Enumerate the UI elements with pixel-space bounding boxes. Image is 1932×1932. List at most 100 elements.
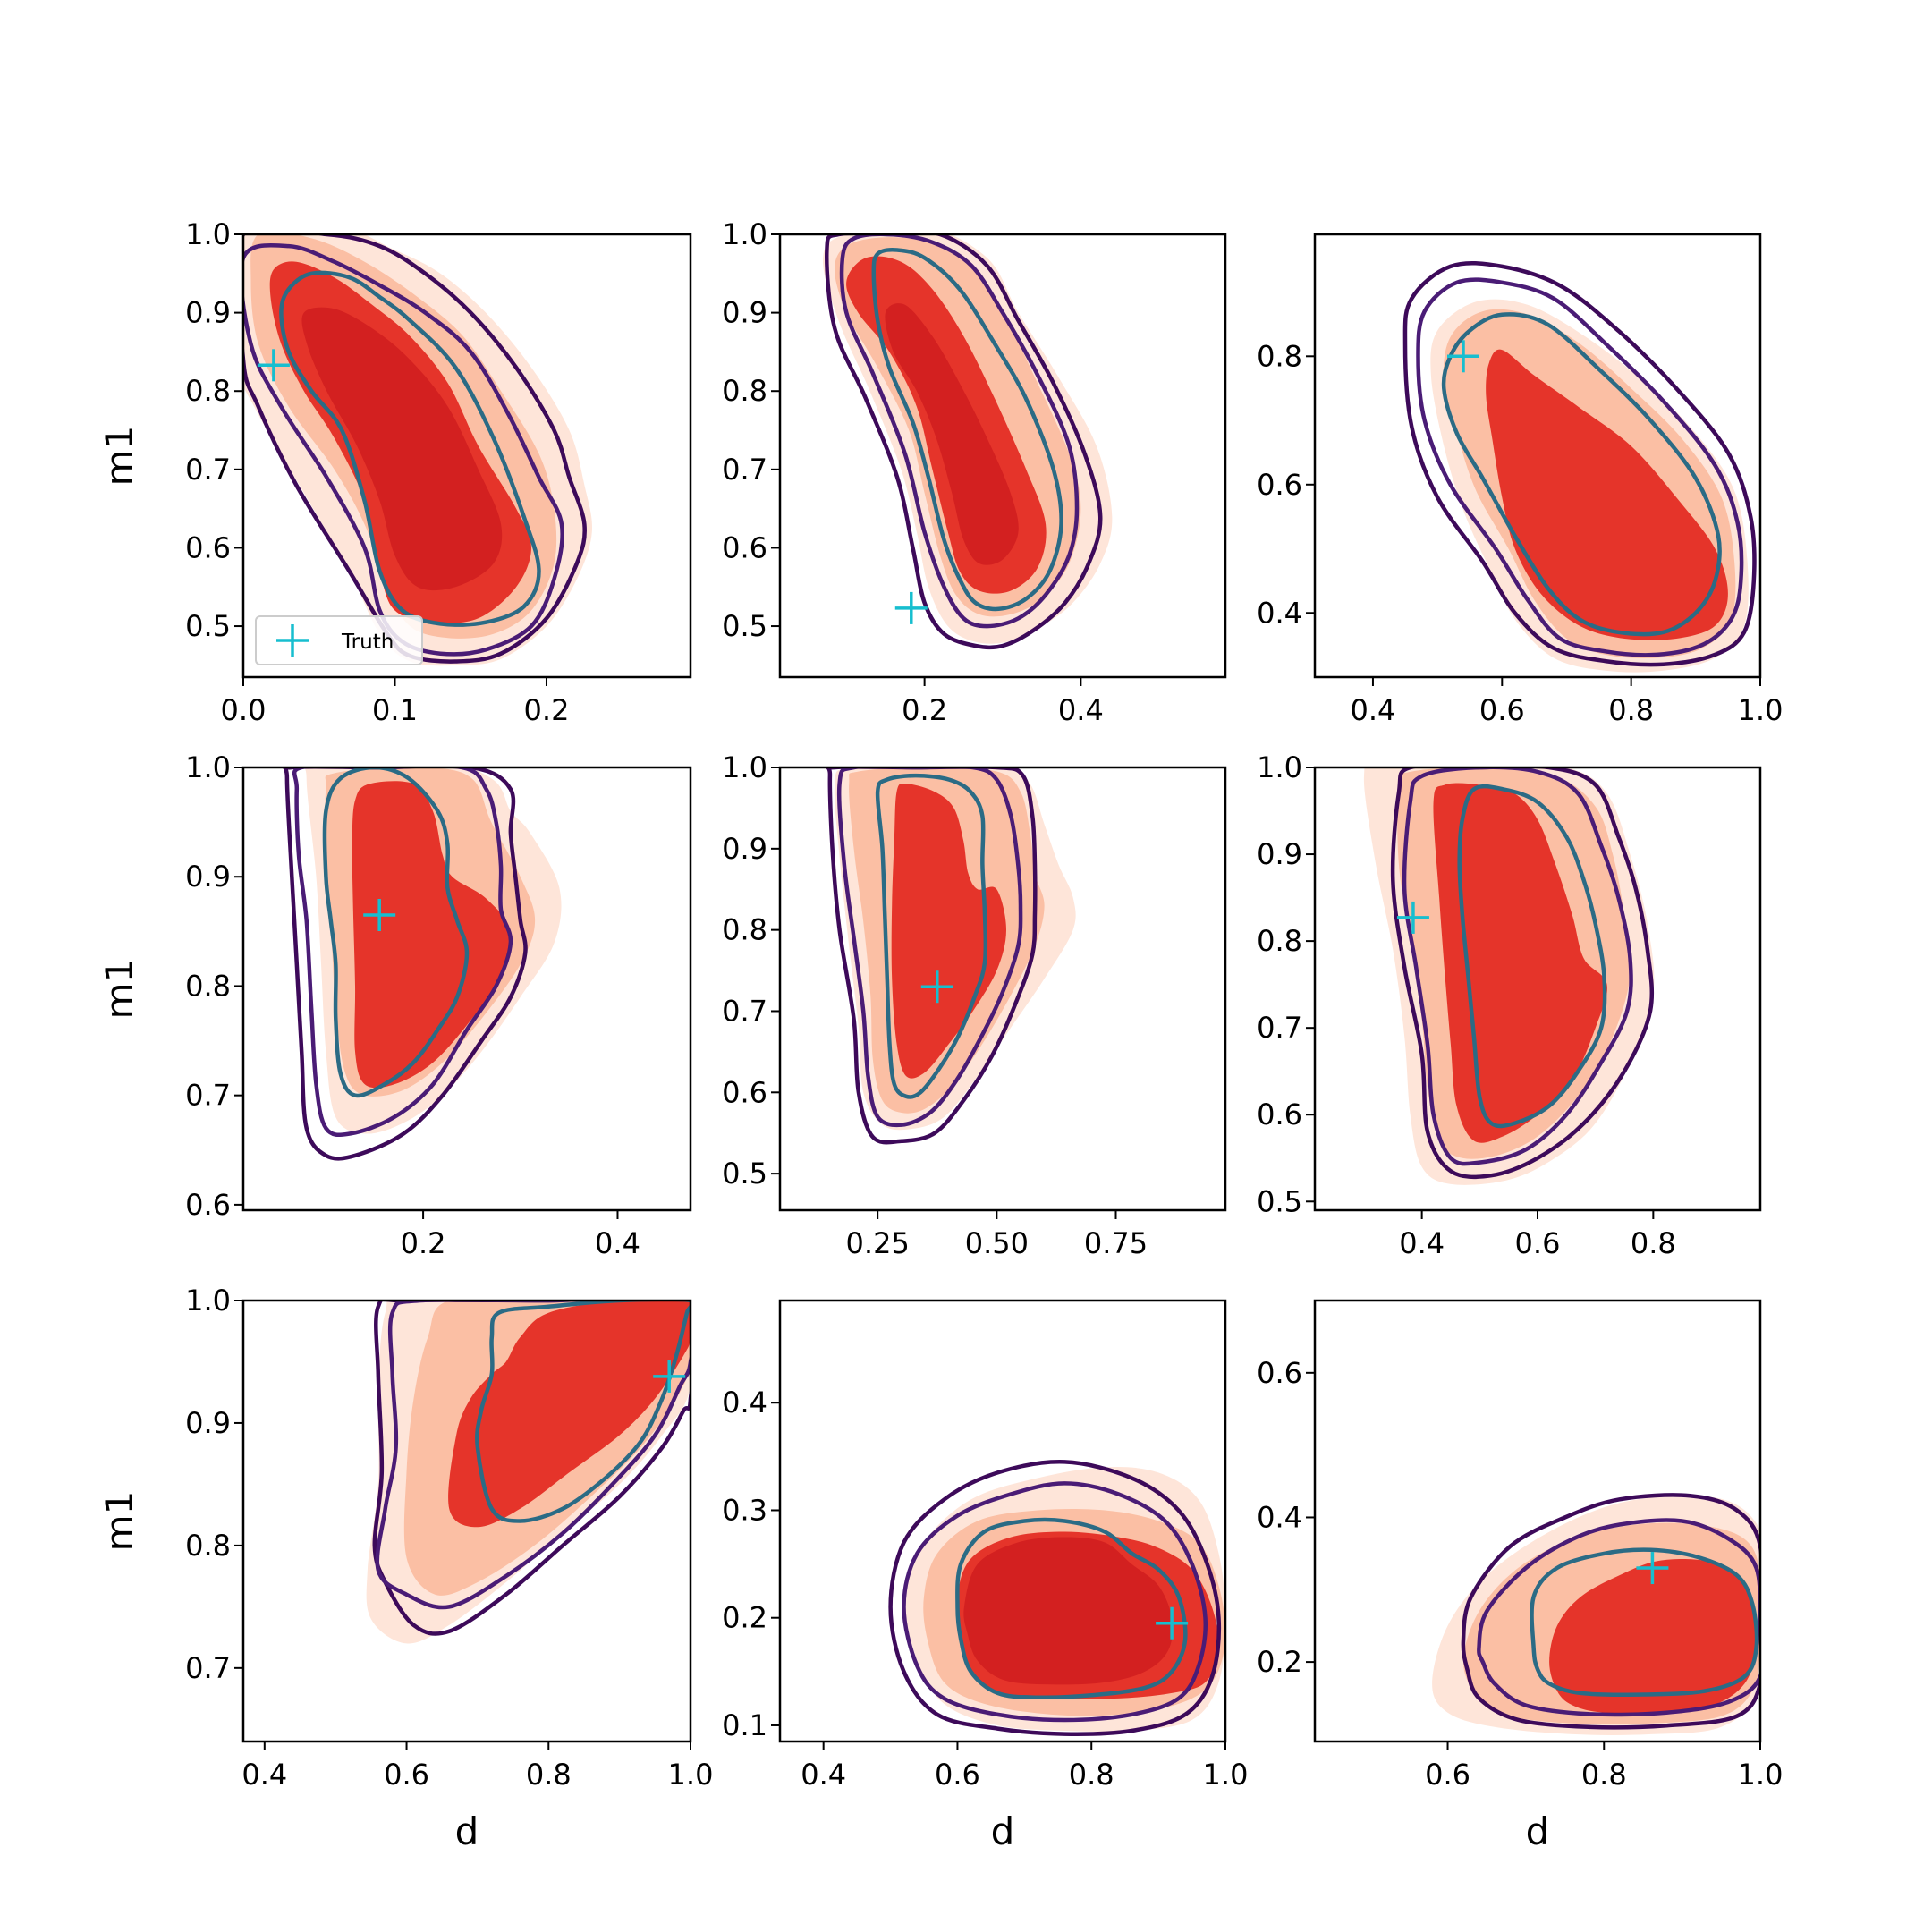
contour-middle [292, 767, 513, 1138]
y-tick-label: 0.8 [722, 374, 767, 408]
x-tick-label: 0.2 [902, 693, 947, 727]
panel-7: 0.4 0.6 0.8 1.0 0.7 0.8 0.9 1.0 m1 d [97, 1284, 714, 1853]
contour-inner [871, 248, 1063, 612]
x-tick-label: 0.2 [524, 693, 570, 727]
contour-inner [279, 270, 541, 627]
truth-marker [1156, 1606, 1189, 1640]
axes-frame [242, 233, 692, 679]
contour-outer [282, 767, 528, 1161]
contour-middle [1477, 1518, 1760, 1717]
legend-label: Truth [341, 631, 394, 654]
truth-marker [894, 591, 928, 624]
legend-box [255, 615, 423, 665]
x-tick-label: 0.4 [1399, 1226, 1445, 1260]
y-tick-label: 0.8 [185, 1529, 231, 1563]
panel-1: 0.0 0.1 0.2 0.5 0.6 0.7 0.8 0.9 1.0 m1 [97, 217, 692, 727]
density-fill-level-4 [963, 1537, 1174, 1685]
x-tick-label: 0.6 [1425, 1758, 1470, 1792]
contour-inner [1457, 784, 1607, 1129]
y-tick-label: 0.8 [722, 913, 767, 947]
x-tick-label: 0.6 [1515, 1226, 1561, 1260]
density-fill-level-4 [301, 307, 503, 591]
y-tick-label: 0.5 [1257, 1184, 1302, 1218]
y-tick-label: 0.9 [722, 296, 767, 330]
density-fill-level-3 [1549, 1558, 1758, 1714]
x-tick-label: 0.1 [372, 693, 418, 727]
axes-frame [778, 766, 1227, 1212]
x-axis-label: d [455, 1809, 479, 1853]
truth-marker [1636, 1552, 1669, 1585]
y-tick-label: 1.0 [722, 217, 767, 251]
contour-middle [839, 234, 1080, 629]
contour-inner [475, 1301, 691, 1523]
y-tick-label: 0.3 [722, 1493, 767, 1527]
y-tick-label: 1.0 [185, 217, 231, 251]
y-tick-label: 0.6 [722, 1075, 767, 1109]
contour-outer [825, 234, 1103, 650]
contour-outer [825, 767, 1038, 1145]
y-tick-label: 0.9 [1257, 837, 1302, 871]
contour-middle [902, 1481, 1208, 1723]
y-tick-label: 0.8 [1257, 924, 1302, 958]
y-tick-label: 0.4 [1257, 596, 1302, 630]
x-axis-label: d [1526, 1809, 1550, 1853]
truth-marker [920, 970, 953, 1004]
axes-frame [1313, 1299, 1762, 1743]
y-axis-label: m1 [97, 1491, 141, 1552]
y-tick-label: 0.7 [722, 994, 767, 1028]
x-tick-label: 0.6 [384, 1758, 429, 1792]
density-fill-level-3 [1486, 349, 1728, 640]
x-tick-label: 0.4 [595, 1226, 640, 1260]
x-tick-label: 0.6 [935, 1758, 980, 1792]
panel-5-plot-area [825, 767, 1076, 1145]
contour-outer [243, 234, 587, 664]
y-tick-label: 0.4 [1257, 1500, 1302, 1534]
x-tick-label: 0.2 [401, 1226, 446, 1260]
y-tick-label: 0.6 [1257, 1356, 1302, 1390]
panel-8: 0.4 0.6 0.8 1.0 0.1 0.2 0.3 0.4 d [722, 1299, 1248, 1853]
axes-frame [778, 1299, 1227, 1743]
y-tick-label: 1.0 [185, 1284, 231, 1318]
contour-middle [1402, 767, 1633, 1166]
y-tick-label: 0.6 [185, 1188, 231, 1222]
y-tick-label: 0.2 [1257, 1645, 1302, 1679]
y-tick-label: 0.9 [722, 832, 767, 866]
contour-inner [1441, 312, 1722, 637]
y-tick-label: 0.4 [722, 1385, 767, 1419]
x-tick-label: 0.6 [1479, 693, 1525, 727]
x-tick-label: 0.8 [1581, 1758, 1627, 1792]
y-tick-label: 0.2 [722, 1601, 767, 1635]
x-tick-label: 1.0 [1738, 693, 1784, 727]
y-tick-label: 0.9 [185, 1406, 231, 1440]
density-fill-level-3 [352, 781, 512, 1089]
x-tick-label: 0.8 [1631, 1226, 1676, 1260]
y-tick-label: 0.1 [722, 1708, 767, 1742]
y-tick-label: 0.6 [1257, 468, 1302, 502]
contour-inner [875, 773, 988, 1099]
truth-marker [257, 349, 290, 382]
y-tick-label: 0.7 [185, 1079, 231, 1113]
panel-5: 0.25 0.50 0.75 0.5 0.6 0.7 0.8 0.9 1.0 [722, 750, 1227, 1260]
panel-1-plot-area [243, 234, 593, 666]
x-tick-label: 0.8 [1069, 1758, 1114, 1792]
panel-3-plot-area [1402, 261, 1757, 673]
y-axis-label: m1 [97, 426, 141, 487]
axes-frame [242, 766, 692, 1212]
panel-7-plot-area [366, 1301, 691, 1644]
panel-8-plot-area [888, 1460, 1225, 1736]
y-tick-label: 0.8 [185, 969, 231, 1003]
axes-frame [778, 233, 1227, 679]
truth-marker [1396, 901, 1429, 934]
y-axis-label: m1 [97, 959, 141, 1020]
contour-inner [1530, 1547, 1759, 1697]
x-tick-label: 0.4 [1351, 693, 1396, 727]
x-tick-label: 0.8 [1608, 693, 1654, 727]
x-axis-label: d [991, 1809, 1015, 1853]
y-tick-label: 0.5 [185, 609, 231, 643]
panel-4: 0.2 0.4 0.6 0.7 0.8 0.9 1.0 m1 [97, 750, 692, 1260]
x-tick-label: 1.0 [668, 1758, 714, 1792]
panel-2-plot-area [823, 234, 1113, 650]
y-tick-label: 0.8 [185, 374, 231, 408]
